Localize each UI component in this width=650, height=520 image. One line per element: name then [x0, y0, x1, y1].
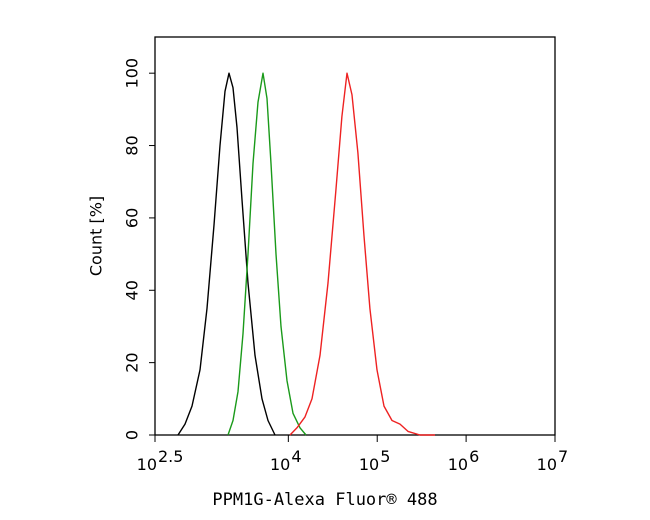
y-axis-label: Count [%] [87, 196, 106, 276]
y-tick-label: 60 [123, 208, 142, 228]
y-tick-label: 100 [123, 58, 142, 89]
histogram-line [177, 72, 276, 436]
x-tick-label: 10 [448, 455, 468, 474]
x-tick-exponent: 2.5 [158, 447, 183, 466]
x-tick-label: 10 [270, 455, 290, 474]
y-tick-label: 20 [123, 352, 142, 372]
x-tick-label: 10 [359, 455, 379, 474]
y-tick-label: 40 [123, 280, 142, 300]
x-tick-exponent: 4 [291, 447, 301, 466]
x-tick-label: 10 [537, 455, 557, 474]
x-axis-label: PPM1G-Alexa Fluor® 488 [212, 490, 437, 510]
y-tick-label: 80 [123, 135, 142, 155]
x-tick-label: 10 [137, 455, 157, 474]
x-tick-exponent: 6 [469, 447, 479, 466]
x-tick-exponent: 7 [558, 447, 568, 466]
histogram-line [227, 72, 307, 436]
histogram-line [289, 72, 435, 436]
y-tick-label: 0 [123, 430, 142, 440]
x-tick-exponent: 5 [380, 447, 390, 466]
plot-frame [154, 36, 556, 436]
